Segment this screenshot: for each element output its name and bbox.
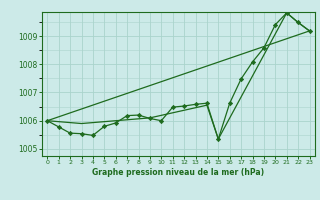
- X-axis label: Graphe pression niveau de la mer (hPa): Graphe pression niveau de la mer (hPa): [92, 168, 264, 177]
